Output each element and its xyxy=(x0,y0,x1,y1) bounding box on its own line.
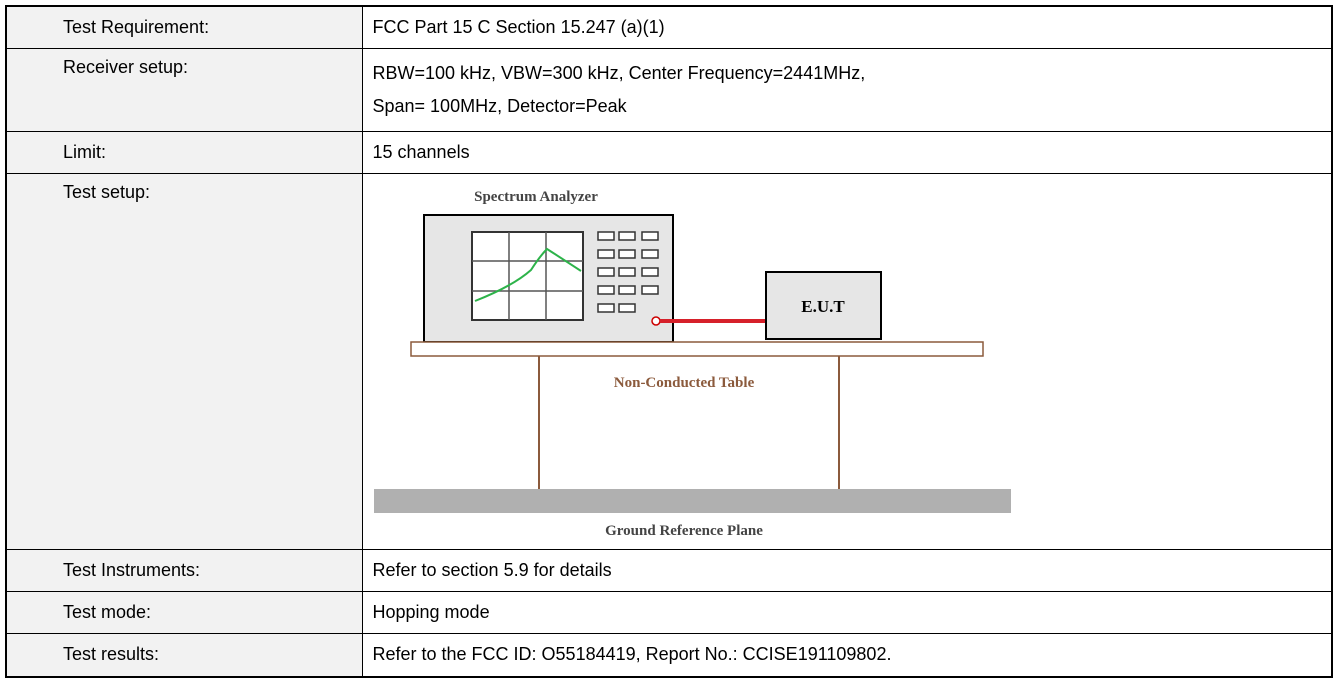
label: Limit: xyxy=(5,130,363,174)
row: Limit: 15 channels xyxy=(5,130,1333,174)
screen-grid xyxy=(471,231,583,320)
analyzer-label: Spectrum Analyzer xyxy=(474,189,598,205)
line: Span= 100MHz, Detector=Peak xyxy=(372,95,627,116)
test-table: Test Requirement: FCC Part 15 C Section 1… xyxy=(5,5,1333,678)
test-setup-diagram: Spectrum Analyzer E.U.T Non-Conducted Ta… xyxy=(373,189,1011,539)
screen xyxy=(470,230,584,321)
diagram-cell: Spectrum Analyzer E.U.T Non-Conducted Ta… xyxy=(361,172,1333,550)
row: Test mode: Hopping mode xyxy=(5,590,1333,634)
eut-label: E.U.T xyxy=(801,297,845,316)
label: Test setup: xyxy=(5,172,363,550)
value: 15 channels xyxy=(361,130,1333,174)
table-top xyxy=(409,340,984,357)
value: Refer to the FCC ID: O55184419, Report N… xyxy=(361,632,1333,678)
value: FCC Part 15 C Section 15.247 (a)(1) xyxy=(361,5,1333,49)
line: FCC Part 15 C Section 15.247 (a)(1) xyxy=(372,16,665,37)
trace xyxy=(474,247,582,302)
row: Test setup: Spectrum Analyzer E.U.T Non-… xyxy=(5,172,1333,550)
row: Receiver setup: RBW=100 kHz, VBW=300 kHz,… xyxy=(5,47,1333,132)
line: Hopping mode xyxy=(372,601,490,622)
buttons xyxy=(596,230,659,313)
line: Refer to section 5.9 for details xyxy=(372,559,612,580)
label: Test results: xyxy=(5,632,363,678)
table-label: Non-Conducted Table xyxy=(613,375,754,391)
row: Test Requirement: FCC Part 15 C Section 1… xyxy=(5,5,1333,49)
row: Test results: Refer to the FCC ID: O55184… xyxy=(5,632,1333,678)
row: Test Instruments: Refer to section 5.9 fo… xyxy=(5,548,1333,592)
ground-plane xyxy=(373,488,1011,513)
eut xyxy=(764,270,882,340)
value: RBW=100 kHz, VBW=300 kHz, Center Frequen… xyxy=(361,47,1333,132)
value: Hopping mode xyxy=(361,590,1333,634)
label: Receiver setup: xyxy=(5,47,363,132)
line: Refer to the FCC ID: O55184419, Report N… xyxy=(372,644,892,665)
line: RBW=100 kHz, VBW=300 kHz, Center Frequen… xyxy=(372,62,866,83)
label: Test Requirement: xyxy=(5,5,363,49)
label: Test Instruments: xyxy=(5,548,363,592)
label: Test mode: xyxy=(5,590,363,634)
value: Refer to section 5.9 for details xyxy=(361,548,1333,592)
line: 15 channels xyxy=(372,141,470,162)
ground-label: Ground Reference Plane xyxy=(605,523,763,539)
port xyxy=(650,315,661,326)
